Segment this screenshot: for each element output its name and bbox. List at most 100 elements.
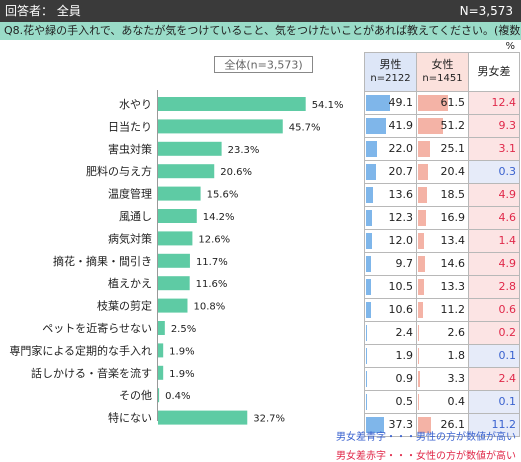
value-label: 2.5% xyxy=(171,324,196,335)
series-legend: 全体(n=3,573) xyxy=(215,57,313,73)
value-label: 11.6% xyxy=(196,279,228,290)
male-header: 男性 n=2122 xyxy=(365,53,417,92)
bar xyxy=(158,299,187,313)
table-row: 2.4 2.6 0.2 xyxy=(365,322,520,345)
male-cell: 0.9 xyxy=(365,368,417,391)
male-cell: 49.1 xyxy=(365,92,417,115)
female-cell: 3.3 xyxy=(417,368,469,391)
bar xyxy=(158,97,306,111)
male-bar xyxy=(366,233,372,249)
male-value: 49.1 xyxy=(389,96,417,109)
male-value: 41.9 xyxy=(389,119,417,132)
female-cell: 0.4 xyxy=(417,391,469,414)
male-bar xyxy=(366,187,373,203)
female-bar xyxy=(418,141,430,157)
category-label: その他 xyxy=(119,389,152,402)
category-label: 専門家による定期的な手入れ xyxy=(9,343,152,357)
male-header-label: 男性 xyxy=(365,58,416,72)
diff-header-label: 男女差 xyxy=(469,65,519,79)
bar xyxy=(158,276,190,290)
diff-value: 3.1 xyxy=(499,142,520,155)
male-value: 10.5 xyxy=(389,280,417,293)
diff-value: 0.6 xyxy=(499,303,520,316)
value-label: 1.9% xyxy=(169,369,194,380)
female-value: 13.4 xyxy=(441,234,469,247)
male-cell: 1.9 xyxy=(365,345,417,368)
diff-value: 9.3 xyxy=(499,119,520,132)
female-bar xyxy=(418,118,443,134)
diff-cell: 0.1 xyxy=(469,345,520,368)
category-label: 風通し xyxy=(119,210,152,223)
diff-value: 2.8 xyxy=(499,280,520,293)
female-cell: 13.4 xyxy=(417,230,469,253)
female-cell: 13.3 xyxy=(417,276,469,299)
female-value: 2.6 xyxy=(448,326,469,339)
bar xyxy=(158,254,190,268)
value-label: 12.6% xyxy=(198,234,230,245)
diff-cell: 4.9 xyxy=(469,253,520,276)
male-value: 12.3 xyxy=(389,211,417,224)
female-bar xyxy=(418,348,419,364)
male-cell: 2.4 xyxy=(365,322,417,345)
diff-cell: 0.3 xyxy=(469,161,520,184)
diff-cell: 4.6 xyxy=(469,207,520,230)
category-label: 日当たり xyxy=(108,119,152,133)
bar xyxy=(158,321,165,335)
male-value: 10.6 xyxy=(389,303,417,316)
value-label: 14.2% xyxy=(203,212,235,223)
female-cell: 2.6 xyxy=(417,322,469,345)
category-label: 温度管理 xyxy=(108,187,152,201)
table-header-row: 男性 n=2122 女性 n=1451 男女差 xyxy=(365,53,520,92)
male-cell: 13.6 xyxy=(365,184,417,207)
female-value: 16.9 xyxy=(441,211,469,224)
value-label: 10.8% xyxy=(193,302,225,313)
female-cell: 16.9 xyxy=(417,207,469,230)
diff-value: 2.4 xyxy=(499,372,520,385)
value-label: 11.7% xyxy=(196,257,228,268)
bar xyxy=(158,388,159,402)
value-label: 20.6% xyxy=(220,167,252,178)
diff-value: 0.1 xyxy=(499,349,520,362)
female-cell: 1.8 xyxy=(417,345,469,368)
male-bar xyxy=(366,210,372,226)
diff-value: 0.2 xyxy=(499,326,520,339)
category-label: ペットを近寄らせない xyxy=(42,321,152,335)
male-cell: 22.0 xyxy=(365,138,417,161)
diff-cell: 0.1 xyxy=(469,391,520,414)
male-cell: 10.5 xyxy=(365,276,417,299)
female-bar xyxy=(418,164,428,180)
male-value: 2.4 xyxy=(396,326,417,339)
category-label: 害虫対策 xyxy=(108,142,152,156)
diff-cell: 0.2 xyxy=(469,322,520,345)
blue-note: 男女差青字・・・男性の方が数値が高い xyxy=(336,428,516,443)
category-label: 肥料の与え方 xyxy=(86,164,152,178)
bar xyxy=(158,187,201,201)
male-value: 0.9 xyxy=(396,372,417,385)
diff-cell: 3.1 xyxy=(469,138,520,161)
value-label: 54.1% xyxy=(312,100,344,111)
diff-value: 4.9 xyxy=(499,257,520,270)
bar xyxy=(158,119,283,133)
diff-value: 0.1 xyxy=(499,395,520,408)
category-label: 病気対策 xyxy=(108,231,152,245)
male-cell: 20.7 xyxy=(365,161,417,184)
value-label: 1.9% xyxy=(169,346,194,357)
female-bar xyxy=(418,210,426,226)
female-bar xyxy=(418,279,424,295)
male-bar xyxy=(366,95,390,111)
diff-cell: 12.4 xyxy=(469,92,520,115)
diff-value: 1.4 xyxy=(499,234,520,247)
male-bar xyxy=(366,279,371,295)
diff-cell: 2.8 xyxy=(469,276,520,299)
female-bar xyxy=(418,233,424,249)
female-bar xyxy=(418,325,419,341)
male-bar xyxy=(366,164,376,180)
female-cell: 51.2 xyxy=(417,115,469,138)
female-cell: 20.4 xyxy=(417,161,469,184)
male-value: 20.7 xyxy=(389,165,417,178)
